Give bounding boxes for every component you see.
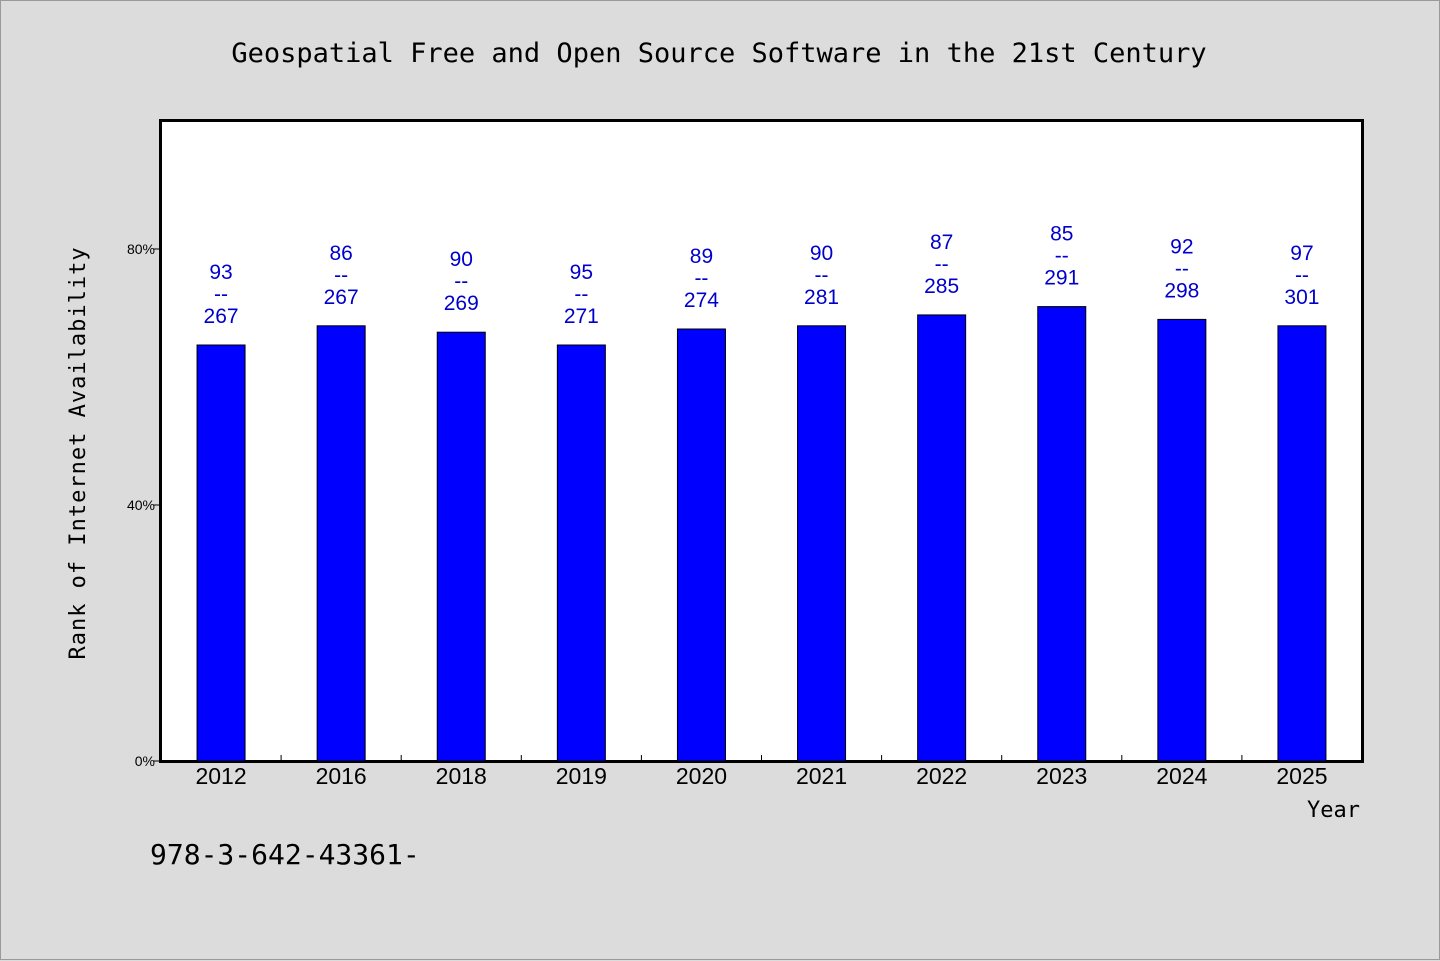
bar-2023	[1037, 306, 1087, 762]
data-label-2019-line-2: --	[574, 283, 588, 306]
data-label-2016-line-3: 267	[324, 286, 359, 309]
data-label-2025-line-2: --	[1295, 264, 1309, 287]
x-tick-label-2024: 2024	[1156, 763, 1207, 789]
bar-2016	[316, 325, 366, 762]
x-tick-label-2025: 2025	[1276, 763, 1327, 789]
x-tick-label-2018: 2018	[436, 763, 487, 789]
x-tick-label-2012: 2012	[195, 763, 246, 789]
data-label-2019-line-1: 95	[570, 261, 593, 284]
data-label-2021-line-3: 281	[804, 286, 839, 309]
y-axis-label: Rank of Internet Availability	[66, 246, 91, 659]
data-label-2023-line-3: 291	[1044, 267, 1079, 290]
bar-2025	[1277, 325, 1327, 762]
data-label-2023-line-1: 85	[1050, 223, 1073, 246]
x-axis-label: Year	[1307, 798, 1360, 823]
bar-2024	[1157, 318, 1207, 762]
x-tick-label-2020: 2020	[676, 763, 727, 789]
data-label-2022-line-1: 87	[930, 231, 953, 254]
y-tick-label-0: 0%	[135, 753, 155, 769]
data-label-2020-line-2: --	[694, 267, 708, 290]
data-label-2022-line-2: --	[935, 253, 949, 276]
chart-title: Geospatial Free and Open Source Software…	[231, 38, 1206, 69]
x-axis: 2012 2016 2018 2019 2020 2021 2022 2023 2024 2025	[195, 755, 1328, 789]
x-tick-label-2019: 2019	[556, 763, 607, 789]
data-label-2020-line-1: 89	[690, 245, 713, 268]
bar-2020	[676, 328, 726, 762]
data-label-2024-line-2: --	[1175, 257, 1189, 280]
bar-2018	[436, 331, 486, 762]
y-tick-label-80: 80%	[127, 241, 155, 257]
y-axis: 0% 40% 80%	[127, 241, 161, 769]
y-tick-label-40: 40%	[127, 497, 155, 513]
data-label-2025-line-1: 97	[1290, 242, 1313, 265]
data-label-2016-line-1: 86	[329, 242, 352, 265]
data-label-2023-line-2: --	[1055, 245, 1069, 268]
data-label-2024-line-3: 298	[1164, 279, 1199, 302]
data-label-2018-line-3: 269	[444, 292, 479, 315]
data-label-2021-line-2: --	[815, 264, 829, 287]
data-label-2016-line-2: --	[334, 264, 348, 287]
x-tick-label-2021: 2021	[796, 763, 847, 789]
data-label-2012-line-1: 93	[209, 261, 232, 284]
x-tick-label-2023: 2023	[1036, 763, 1087, 789]
bars-group	[196, 306, 1327, 762]
x-tick-label-2016: 2016	[316, 763, 367, 789]
bar-2022	[917, 314, 967, 762]
data-label-2018-line-2: --	[454, 270, 468, 293]
data-label-2012-line-3: 267	[204, 305, 239, 328]
data-label-2019-line-3: 271	[564, 305, 599, 328]
data-label-2025-line-3: 301	[1284, 286, 1319, 309]
isbn-footer: 978-3-642-43361-	[150, 838, 420, 871]
bar-2019	[556, 344, 606, 762]
bar-2021	[797, 325, 847, 762]
data-label-2018-line-1: 90	[450, 248, 473, 271]
data-label-2022-line-3: 285	[924, 275, 959, 298]
data-label-2021-line-1: 90	[810, 242, 833, 265]
data-labels-group: 93--26786--26790--26995--27189--27490--2…	[204, 223, 1320, 328]
data-label-2020-line-3: 274	[684, 289, 719, 312]
x-tick-label-2022: 2022	[916, 763, 967, 789]
data-label-2024-line-1: 92	[1170, 235, 1193, 258]
bar-2012	[196, 344, 246, 762]
data-label-2012-line-2: --	[214, 283, 228, 306]
